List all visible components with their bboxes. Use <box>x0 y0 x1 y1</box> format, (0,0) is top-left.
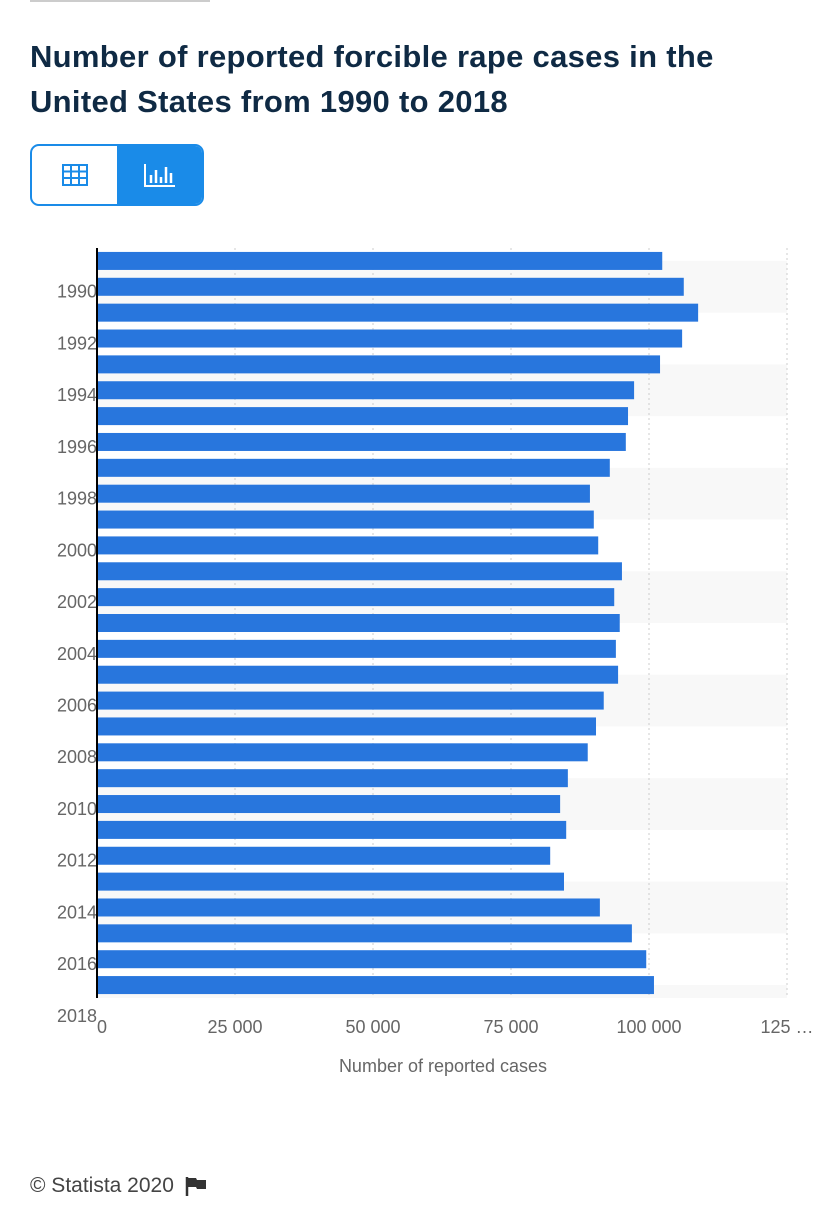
bar <box>97 976 654 995</box>
bar <box>97 846 551 865</box>
y-tick-label: 2010 <box>57 799 97 819</box>
bar <box>97 924 632 943</box>
y-tick-label: 2008 <box>57 747 97 767</box>
y-tick-label: 2012 <box>57 851 97 871</box>
bar <box>97 717 597 736</box>
bar <box>97 303 699 322</box>
y-tick-label: 1998 <box>57 489 97 509</box>
x-tick-label: 100 000 <box>616 1017 681 1037</box>
bar <box>97 355 661 374</box>
y-tick-label: 2006 <box>57 695 97 715</box>
bar <box>97 562 622 581</box>
bar <box>97 329 683 348</box>
bar <box>97 588 615 607</box>
table-view-button[interactable] <box>32 146 117 204</box>
y-tick-label: 2014 <box>57 902 97 922</box>
chart-view-button[interactable] <box>117 146 202 204</box>
bar <box>97 432 626 451</box>
bar <box>97 795 561 814</box>
x-tick-label: 75 000 <box>483 1017 538 1037</box>
x-tick-label: 25 000 <box>207 1017 262 1037</box>
bar <box>97 691 604 710</box>
footer: © Statista 2020 <box>30 1174 208 1198</box>
y-tick-label: 1990 <box>57 282 97 302</box>
top-bar <box>30 0 210 2</box>
table-icon <box>61 164 88 186</box>
flag-icon <box>185 1177 206 1196</box>
view-toggle <box>30 144 204 206</box>
bar <box>97 950 647 969</box>
bar <box>97 277 684 296</box>
source: © Statista 2020 <box>30 1174 174 1197</box>
y-tick-label: 2002 <box>57 592 97 612</box>
bar <box>97 820 567 839</box>
chart: Number of reported cases 0 25 000 50 000 75… <box>57 248 814 1076</box>
bar <box>97 614 620 632</box>
y-tick-label: 2018 <box>57 1006 97 1026</box>
bar <box>97 251 663 270</box>
y-tick-label: 2004 <box>57 644 97 664</box>
x-tick-label: 125 … <box>760 1017 813 1037</box>
bar <box>97 898 600 917</box>
x-tick-label: 0 <box>97 1017 107 1037</box>
x-tick-label: 50 000 <box>345 1017 400 1037</box>
bar <box>97 536 599 555</box>
bar <box>97 639 616 658</box>
y-tick-label: 2000 <box>57 540 97 560</box>
y-tick-label: 2016 <box>57 954 97 974</box>
bar <box>97 510 594 529</box>
bar <box>97 458 610 477</box>
y-tick-label: 1994 <box>57 385 97 405</box>
x-axis-label: Number of reported cases <box>339 1056 547 1076</box>
bar <box>97 872 564 891</box>
chart-title: Number of reported forcible rape cases i… <box>30 39 714 119</box>
bar-icon <box>143 164 175 187</box>
bar <box>97 665 619 684</box>
bar <box>97 743 588 762</box>
bar <box>97 769 568 788</box>
bar <box>97 407 629 426</box>
bar <box>97 484 590 503</box>
y-tick-label: 1992 <box>57 333 97 353</box>
bar <box>97 381 635 400</box>
y-tick-label: 1996 <box>57 437 97 457</box>
